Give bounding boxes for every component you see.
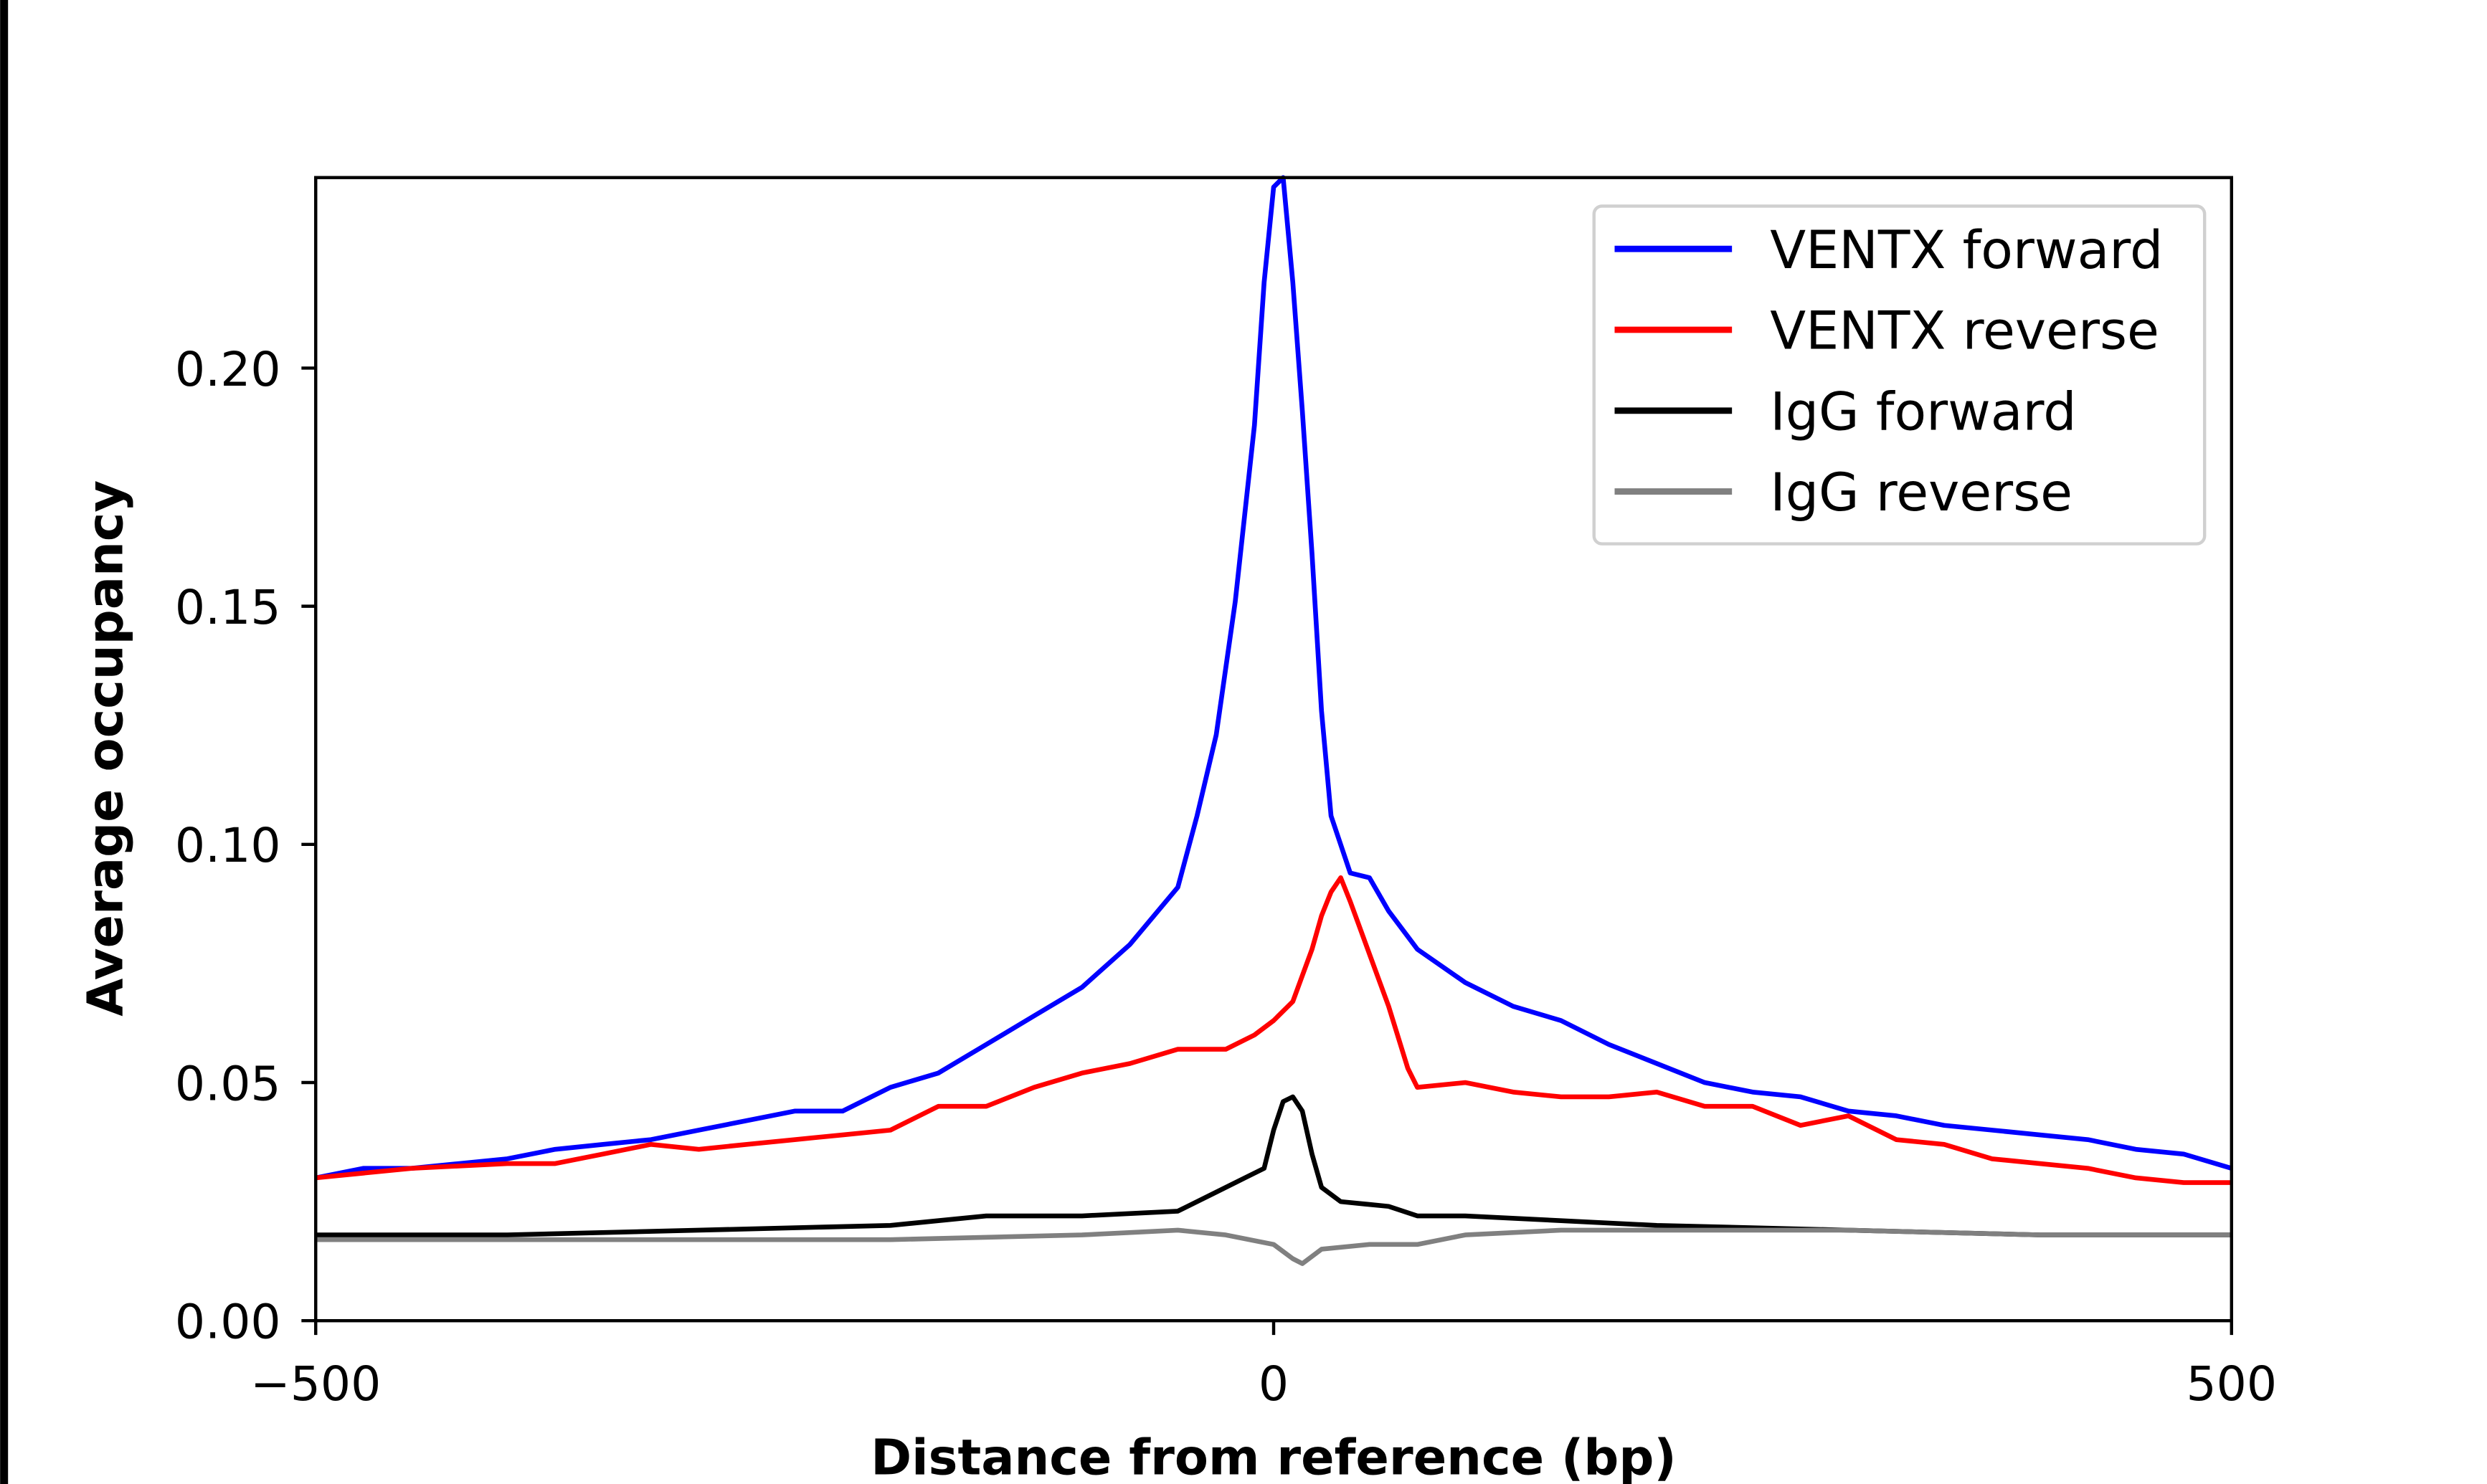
legend-label: IgG reverse bbox=[1770, 462, 2072, 523]
series-line-igg-forward bbox=[316, 1094, 2232, 1237]
left-edge-bar bbox=[0, 0, 9, 1484]
legend-label: VENTX reverse bbox=[1770, 301, 2159, 362]
x-tick-label: −500 bbox=[250, 1356, 381, 1412]
y-tick-label: 0.15 bbox=[175, 579, 281, 635]
y-tick-label: 0.00 bbox=[175, 1294, 281, 1350]
legend-box bbox=[1592, 204, 2207, 546]
legend-label: IgG forward bbox=[1770, 381, 2076, 442]
x-tick-label: 0 bbox=[1259, 1356, 1289, 1412]
series-lines bbox=[315, 175, 2232, 1266]
series-line-igg-reverse bbox=[316, 1227, 2232, 1266]
x-axis-label: Distance from reference (bp) bbox=[871, 1430, 1677, 1484]
x-tick-label: 500 bbox=[2186, 1356, 2277, 1412]
legend: VENTX forward VENTX reverse IgG forward IgG… bbox=[1592, 204, 2207, 546]
y-tick-label: 0.05 bbox=[175, 1055, 281, 1111]
y-axis-label: Average occupancy bbox=[77, 480, 134, 1017]
y-tick-label: 0.10 bbox=[175, 817, 281, 873]
y-tick-label: 0.20 bbox=[175, 341, 281, 397]
x-axis-ticks: −500 0 500 bbox=[250, 1321, 2277, 1412]
series-line-ventx-forward bbox=[315, 175, 2232, 1181]
y-axis-ticks: 0.00 0.05 0.10 0.15 0.20 bbox=[175, 341, 316, 1350]
series-line-ventx-reverse bbox=[315, 875, 2232, 1185]
legend-label: VENTX forward bbox=[1770, 220, 2163, 281]
